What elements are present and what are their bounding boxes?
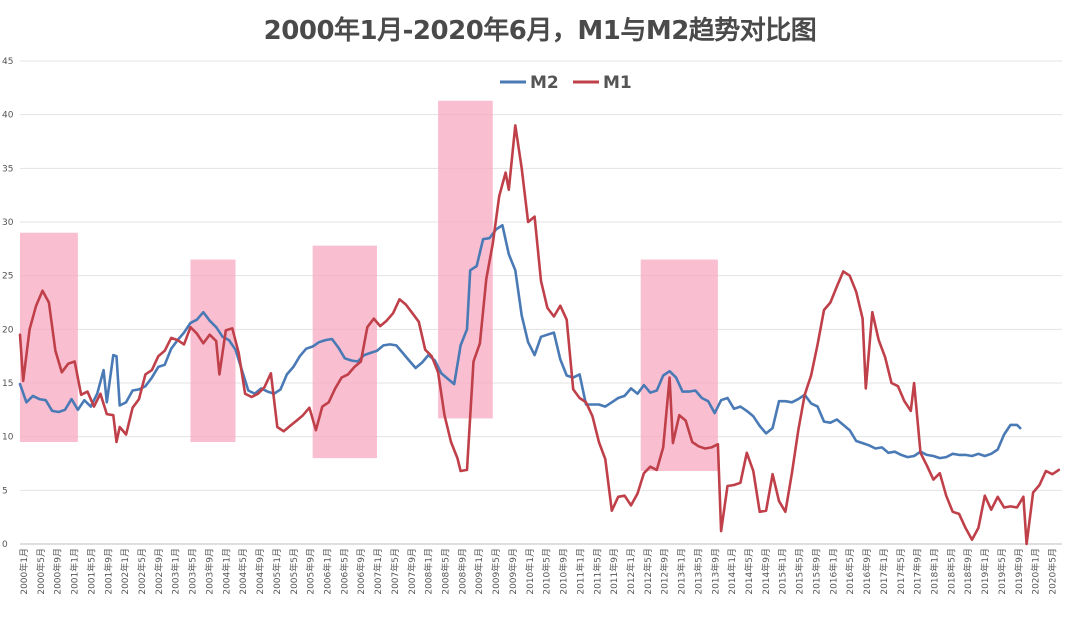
- x-tick-label: 2001年1月: [69, 548, 81, 595]
- x-tick-label: 2019年5月: [996, 548, 1008, 595]
- x-tick-label: 2010年5月: [541, 548, 553, 595]
- y-axis-ticks: 0 5 10 15 20 25 30 35 40 45: [2, 57, 14, 550]
- highlight-bands: [20, 100, 718, 472]
- x-tick-label: 2006年1月: [322, 548, 334, 595]
- legend: M2 M1: [500, 73, 632, 93]
- x-tick-label: 2003年1月: [170, 548, 182, 595]
- x-tick-label: 2014年1月: [726, 548, 738, 595]
- x-tick-label: 2010年9月: [558, 548, 570, 595]
- x-tick-label: 2017年5月: [895, 548, 907, 595]
- y-tick-label: 20: [2, 325, 14, 335]
- x-tick-label: 2016年9月: [861, 548, 873, 595]
- x-tick-label: 2010年1月: [524, 548, 536, 595]
- x-tick-label: 2004年5月: [237, 548, 249, 595]
- x-tick-label: 2005年1月: [271, 548, 283, 595]
- y-tick-label: 10: [2, 433, 14, 443]
- x-tick-label: 2014年5月: [743, 548, 755, 595]
- x-tick-label: 2003年9月: [204, 548, 216, 595]
- x-tick-label: 2002年5月: [136, 548, 148, 595]
- x-tick-label: 2020年5月: [1047, 548, 1059, 595]
- x-tick-label: 2012年9月: [659, 548, 671, 595]
- legend-label-m1: M1: [603, 73, 632, 93]
- x-tick-label: 2019年9月: [1013, 548, 1025, 595]
- series-lines: [18, 124, 1061, 546]
- x-tick-label: 2018年9月: [962, 548, 974, 595]
- x-tick-label: 2015年1月: [777, 548, 789, 595]
- y-tick-label: 35: [2, 164, 13, 174]
- chart-title: 2000年1月-2020年6月，M1与M2趋势对比图: [263, 16, 817, 46]
- x-tick-label: 2008年9月: [456, 548, 468, 595]
- highlight-band: [640, 259, 718, 472]
- y-tick-label: 25: [2, 272, 13, 282]
- y-tick-label: 40: [2, 111, 14, 121]
- x-tick-label: 2007年1月: [372, 548, 384, 595]
- x-tick-label: 2011年5月: [591, 548, 603, 595]
- x-tick-label: 2000年5月: [35, 548, 47, 595]
- highlight-band: [312, 245, 377, 459]
- x-tick-label: 2003年5月: [187, 548, 199, 595]
- x-tick-label: 2015年5月: [794, 548, 806, 595]
- x-tick-label: 2015年9月: [811, 548, 823, 595]
- x-tick-label: 2004年1月: [220, 548, 232, 595]
- x-tick-label: 2018年1月: [929, 548, 941, 595]
- x-tick-label: 2004年9月: [254, 548, 266, 595]
- x-tick-label: 2013年5月: [692, 548, 704, 595]
- grid-lines: [20, 60, 1062, 545]
- x-tick-label: 2006年5月: [338, 548, 350, 595]
- series-line-m1: [18, 124, 1061, 546]
- x-tick-label: 2011年1月: [574, 548, 586, 595]
- highlight-band: [438, 100, 493, 419]
- x-tick-label: 2011年9月: [608, 548, 620, 595]
- x-tick-label: 2020年1月: [1030, 548, 1042, 595]
- x-tick-label: 2000年1月: [18, 548, 30, 595]
- x-tick-label: 2013年9月: [709, 548, 721, 595]
- x-tick-label: 2017年1月: [878, 548, 890, 595]
- x-tick-label: 2007年5月: [389, 548, 401, 595]
- x-tick-label: 2012年5月: [642, 548, 654, 595]
- x-tick-label: 2000年9月: [52, 548, 64, 595]
- x-tick-label: 2014年9月: [760, 548, 772, 595]
- x-tick-label: 2016年5月: [844, 548, 856, 595]
- legend-label-m2: M2: [530, 73, 559, 93]
- series-line-m2: [18, 223, 1022, 460]
- x-tick-label: 2005年9月: [305, 548, 317, 595]
- x-tick-label: 2006年9月: [355, 548, 367, 595]
- y-tick-label: 15: [2, 379, 13, 389]
- x-tick-label: 2017年9月: [912, 548, 924, 595]
- x-tick-label: 2002年1月: [119, 548, 131, 595]
- x-tick-label: 2001年5月: [85, 548, 97, 595]
- y-tick-label: 0: [2, 540, 8, 550]
- y-tick-label: 45: [2, 57, 13, 67]
- x-tick-label: 2018年5月: [945, 548, 957, 595]
- y-tick-label: 30: [2, 218, 14, 228]
- x-tick-label: 2016年1月: [827, 548, 839, 595]
- highlight-band: [190, 259, 236, 443]
- y-tick-label: 5: [2, 486, 8, 496]
- x-tick-label: 2009年5月: [490, 548, 502, 595]
- x-tick-label: 2009年9月: [507, 548, 519, 595]
- x-tick-label: 2008年5月: [440, 548, 452, 595]
- x-tick-label: 2019年1月: [979, 548, 991, 595]
- x-tick-label: 2009年1月: [473, 548, 485, 595]
- x-axis-ticks: 2000年1月 2000年5月 2000年9月 2001年1月 2001年5月 2001年…: [18, 548, 1059, 595]
- x-tick-label: 2002年9月: [153, 548, 165, 595]
- x-tick-label: 2001年9月: [102, 548, 114, 595]
- x-tick-label: 2007年9月: [406, 548, 418, 595]
- x-tick-label: 2013年1月: [676, 548, 688, 595]
- x-tick-label: 2008年1月: [423, 548, 435, 595]
- x-tick-label: 2012年1月: [625, 548, 637, 595]
- x-tick-label: 2005年5月: [288, 548, 300, 595]
